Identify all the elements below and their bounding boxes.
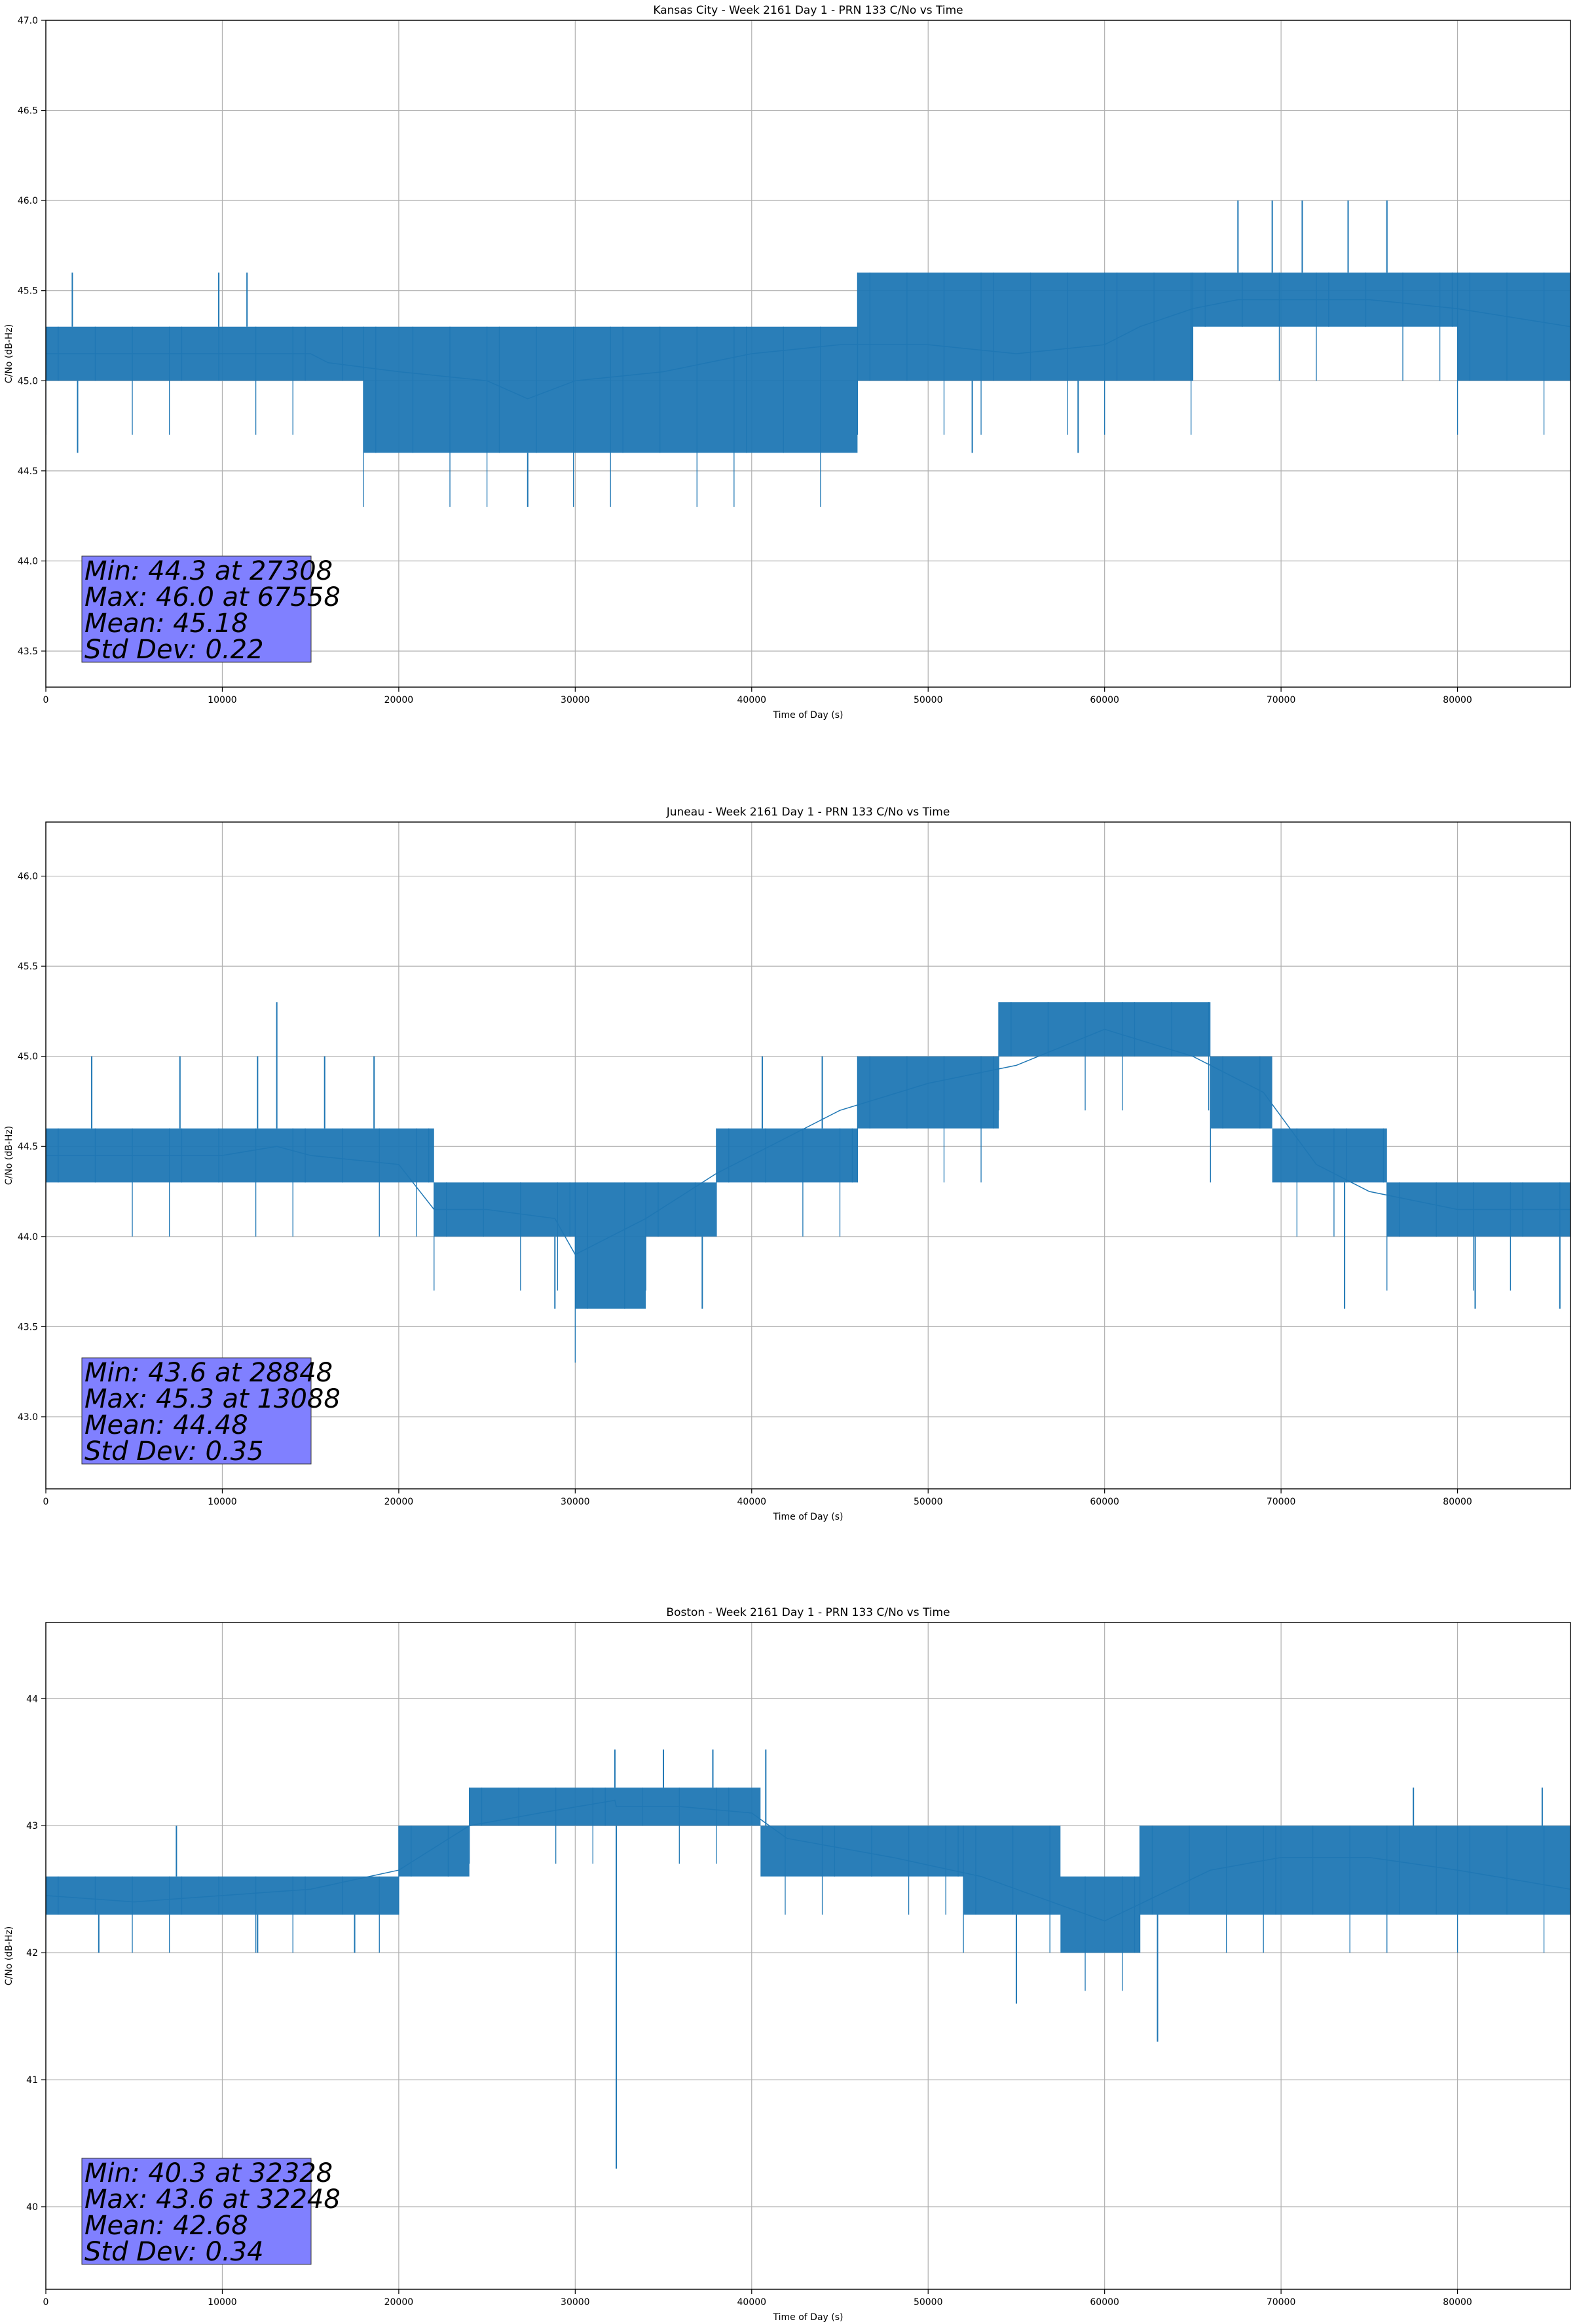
x-tick-label: 0 <box>43 695 49 705</box>
stats-line: Max: 45.3 at 13088 <box>84 1384 341 1414</box>
y-tick-label: 47.0 <box>18 16 38 26</box>
y-tick-label: 42 <box>26 1948 38 1959</box>
y-tick-label: 44.5 <box>18 1142 38 1152</box>
x-tick-label: 30000 <box>561 2297 590 2308</box>
stats-line: Mean: 42.68 <box>84 2211 248 2241</box>
x-axis-label: Time of Day (s) <box>773 2312 844 2323</box>
x-tick-label: 30000 <box>561 695 590 705</box>
series-line <box>46 1028 1570 1256</box>
y-tick-label: 46.0 <box>18 872 38 882</box>
stats-line: Min: 40.3 at 32328 <box>84 2158 333 2188</box>
x-tick-label: 30000 <box>561 1497 590 1507</box>
x-tick-label: 40000 <box>737 1497 767 1507</box>
plot-frame <box>45 20 1571 688</box>
y-tick-label: 45.5 <box>18 962 38 972</box>
series-group <box>46 200 1570 507</box>
stats-line: Max: 43.6 at 32248 <box>84 2184 341 2215</box>
x-tick-label: 50000 <box>914 695 943 705</box>
series-group <box>46 1002 1570 1363</box>
x-tick-label: 20000 <box>384 1497 414 1507</box>
y-tick-label: 43 <box>26 1821 38 1831</box>
plot-frame <box>45 1622 1571 2290</box>
y-axis-label: C/No (dB-Hz) <box>4 1926 14 1985</box>
y-axis-label: C/No (dB-Hz) <box>4 324 14 383</box>
y-tick-label: 45.0 <box>18 1052 38 1062</box>
x-tick-label: 60000 <box>1090 2297 1119 2308</box>
chart-title: Juneau - Week 2161 Day 1 - PRN 133 C/No … <box>666 806 950 819</box>
x-tick-label: 40000 <box>737 695 767 705</box>
x-tick-label: 70000 <box>1267 1497 1296 1507</box>
stats-line: Mean: 45.18 <box>84 609 248 639</box>
chart-panel-1: 0 10000 20000 30000 40000 50000 60000 70000 8000… <box>4 4 1571 721</box>
y-tick-label: 41 <box>26 2075 38 2086</box>
series-group <box>46 1749 1570 2169</box>
x-tick-label: 10000 <box>208 2297 237 2308</box>
y-tick-label: 44.0 <box>18 1232 38 1243</box>
stats-line: Mean: 44.48 <box>84 1410 248 1440</box>
chart-title: Boston - Week 2161 Day 1 - PRN 133 C/No … <box>666 1606 950 1619</box>
series-line <box>46 1799 1570 1922</box>
y-tick-label: 46.5 <box>18 106 38 117</box>
y-tick-label: 45.0 <box>18 376 38 386</box>
x-tick-label: 0 <box>43 2297 49 2308</box>
y-tick-label: 44 <box>26 1694 38 1704</box>
chart-panel-3: 0 10000 20000 30000 40000 50000 60000 70000 8000… <box>4 1606 1571 2323</box>
y-tick-label: 46.0 <box>18 196 38 206</box>
y-tick-label: 45.5 <box>18 286 38 297</box>
chart-title: Kansas City - Week 2161 Day 1 - PRN 133 … <box>653 4 963 17</box>
stats-line: Min: 43.6 at 28848 <box>84 1358 333 1388</box>
x-tick-label: 0 <box>43 1497 49 1507</box>
y-tick-label: 40 <box>26 2202 38 2213</box>
stats-box <box>81 1357 312 1465</box>
stats-box <box>81 555 312 663</box>
x-tick-label: 50000 <box>914 1497 943 1507</box>
series-band <box>46 272 1570 453</box>
y-tick-label: 44.0 <box>18 556 38 567</box>
y-tick-label: 44.5 <box>18 466 38 477</box>
stats-line: Min: 44.3 at 27308 <box>84 556 333 586</box>
x-axis-label: Time of Day (s) <box>773 1512 844 1522</box>
stats-line: Std Dev: 0.35 <box>84 1436 264 1467</box>
x-tick-label: 80000 <box>1443 1497 1472 1507</box>
series-band <box>46 1788 1570 1953</box>
x-tick-label: 80000 <box>1443 695 1472 705</box>
x-tick-label: 80000 <box>1443 2297 1472 2308</box>
x-tick-label: 40000 <box>737 2297 767 2308</box>
stats-line: Max: 46.0 at 67558 <box>84 582 341 612</box>
stats-box <box>81 2158 312 2265</box>
x-tick-label: 70000 <box>1267 695 1296 705</box>
x-tick-label: 20000 <box>384 2297 414 2308</box>
plot-frame <box>45 821 1571 1490</box>
x-tick-label: 60000 <box>1090 1497 1119 1507</box>
y-tick-label: 43.5 <box>18 1322 38 1332</box>
series-line <box>46 299 1570 400</box>
x-tick-label: 50000 <box>914 2297 943 2308</box>
series-band <box>46 1002 1570 1309</box>
chart-panel-2: 0 10000 20000 30000 40000 50000 60000 70000 8000… <box>4 806 1571 1522</box>
x-tick-label: 60000 <box>1090 695 1119 705</box>
y-tick-label: 43.0 <box>18 1412 38 1423</box>
x-tick-label: 10000 <box>208 695 237 705</box>
y-axis-label: C/No (dB-Hz) <box>4 1126 14 1185</box>
x-tick-label: 20000 <box>384 695 414 705</box>
y-tick-label: 43.5 <box>18 647 38 657</box>
x-tick-label: 10000 <box>208 1497 237 1507</box>
stats-line: Std Dev: 0.22 <box>84 635 264 665</box>
stats-line: Std Dev: 0.34 <box>84 2237 264 2267</box>
x-tick-label: 70000 <box>1267 2297 1296 2308</box>
x-axis-label: Time of Day (s) <box>773 710 844 721</box>
